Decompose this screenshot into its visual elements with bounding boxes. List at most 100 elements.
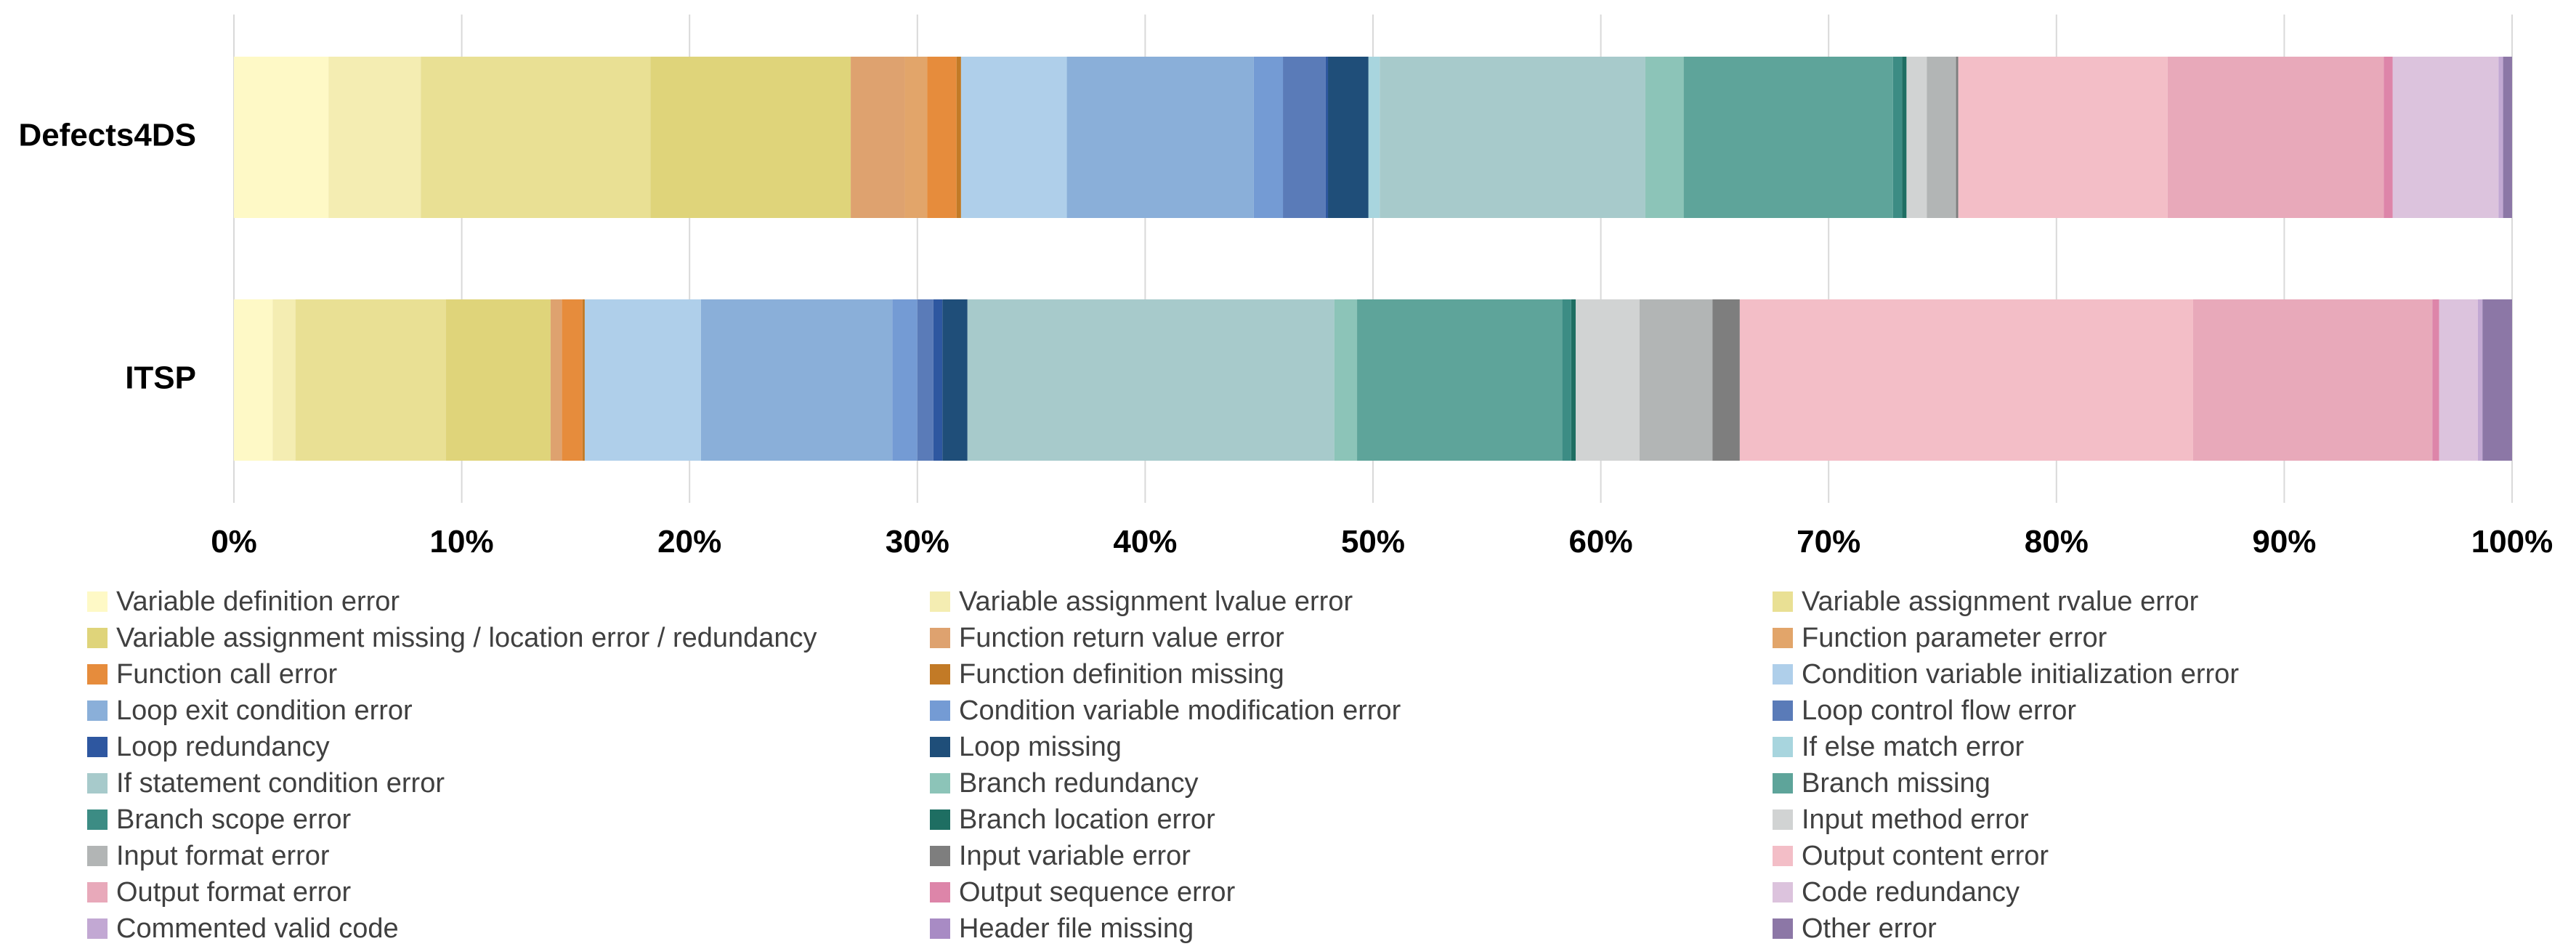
category-label: ITSP [125, 360, 196, 396]
bar-segment [328, 57, 421, 218]
x-tick-label: 40% [1113, 524, 1177, 560]
legend-label: Loop missing [959, 731, 1122, 762]
bar-segment [917, 299, 933, 461]
legend-item: Output sequence error [930, 875, 1235, 910]
bar-segment [1906, 57, 1927, 218]
legend-swatch [930, 591, 950, 612]
legend-label: Function parameter error [1802, 622, 2107, 653]
legend-label: If else match error [1802, 731, 2025, 762]
legend-item: Output format error [87, 875, 351, 910]
legend-item: If statement condition error [87, 766, 445, 801]
legend-swatch [930, 700, 950, 721]
legend-swatch [930, 809, 950, 830]
bar-segment [1357, 299, 1563, 461]
bar-segment [2383, 57, 2393, 218]
legend-item: Header file missing [930, 911, 1194, 946]
legend-item: If else match error [1773, 730, 2024, 764]
legend-label: Branch missing [1802, 767, 1990, 799]
legend-label: Variable assignment rvalue error [1802, 586, 2199, 617]
legend-item: Condition variable initialization error [1773, 657, 2239, 692]
x-tick-label: 30% [886, 524, 949, 560]
category-label: Defects4DS [18, 118, 196, 153]
legend-label: Loop control flow error [1802, 695, 2077, 726]
legend-item: Function definition missing [930, 657, 1284, 692]
legend-swatch [87, 628, 108, 648]
legend-item: Function call error [87, 657, 337, 692]
legend-label: Branch redundancy [959, 767, 1199, 799]
bar-segment [1958, 57, 2168, 218]
legend-swatch [930, 773, 950, 793]
bar-segment [1645, 57, 1684, 218]
bar-segment [1927, 57, 1956, 218]
legend-item: Loop missing [930, 730, 1122, 764]
legend-item: Condition variable modification error [930, 693, 1401, 728]
bar-segment [1571, 299, 1576, 461]
legend-swatch [930, 918, 950, 939]
x-tick-label: 50% [1341, 524, 1405, 560]
bar-segment [234, 299, 273, 461]
x-tick-label: 60% [1569, 524, 1633, 560]
legend-swatch [1773, 918, 1793, 939]
legend-item: Branch scope error [87, 802, 351, 837]
legend-swatch [87, 664, 108, 685]
legend-swatch [1773, 737, 1793, 757]
legend-swatch [1773, 628, 1793, 648]
bar-segment [1683, 57, 1893, 218]
legend-swatch [87, 918, 108, 939]
legend-label: Variable assignment lvalue error [959, 586, 1353, 617]
legend-swatch [1773, 846, 1793, 866]
legend-item: Variable assignment missing / location e… [87, 621, 817, 655]
bar-segment [445, 299, 551, 461]
bar-segment [584, 299, 701, 461]
x-tick-label: 0% [211, 524, 257, 560]
legend-label: Branch location error [959, 804, 1215, 835]
legend-label: Function call error [116, 658, 338, 690]
bar-segment [1576, 299, 1640, 461]
bar-segment [2482, 299, 2512, 461]
legend-label: Code redundancy [1802, 876, 2020, 908]
bar-segment [1956, 57, 1959, 218]
x-tick-label: 100% [2471, 524, 2553, 560]
legend-swatch [930, 882, 950, 902]
legend-label: Input variable error [959, 840, 1191, 871]
bar-segment [892, 299, 918, 461]
x-tick-label: 90% [2252, 524, 2316, 560]
legend-item: Code redundancy [1773, 875, 2020, 910]
bar-segment [2192, 299, 2433, 461]
x-tick-label: 80% [2025, 524, 2089, 560]
legend-label: Output content error [1802, 840, 2049, 871]
legend-item: Input format error [87, 839, 330, 873]
legend-label: Loop redundancy [116, 731, 330, 762]
legend-label: Header file missing [959, 913, 1194, 944]
legend-swatch [930, 846, 950, 866]
bar-segment [1902, 57, 1907, 218]
bar-segment [1066, 57, 1254, 218]
bar-segment [1712, 299, 1740, 461]
legend-swatch [1773, 773, 1793, 793]
bar-segment [1334, 299, 1358, 461]
legend-label: Condition variable initialization error [1802, 658, 2239, 690]
legend-label: Other error [1802, 913, 1937, 944]
legend-item: Function parameter error [1773, 621, 2107, 655]
legend-item: Output content error [1773, 839, 2049, 873]
legend-item: Function return value error [930, 621, 1284, 655]
legend-item: Branch missing [1773, 766, 1990, 801]
legend-label: Output sequence error [959, 876, 1236, 908]
bar-segment [1368, 57, 1380, 218]
bar-segment [942, 299, 968, 461]
legend-swatch [1773, 809, 1793, 830]
legend-label: If statement condition error [116, 767, 445, 799]
legend-swatch [930, 628, 950, 648]
bar-segment [2392, 57, 2499, 218]
bar-segment [562, 299, 583, 461]
bar-segment [550, 299, 562, 461]
bar-segment [956, 57, 961, 218]
legend-label: Function return value error [959, 622, 1284, 653]
legend-swatch [1773, 882, 1793, 902]
legend-label: Condition variable modification error [959, 695, 1401, 726]
legend-swatch [930, 737, 950, 757]
legend-swatch [930, 664, 950, 685]
legend-swatch [1773, 591, 1793, 612]
legend-item: Loop redundancy [87, 730, 330, 764]
legend-label: Input format error [116, 840, 330, 871]
